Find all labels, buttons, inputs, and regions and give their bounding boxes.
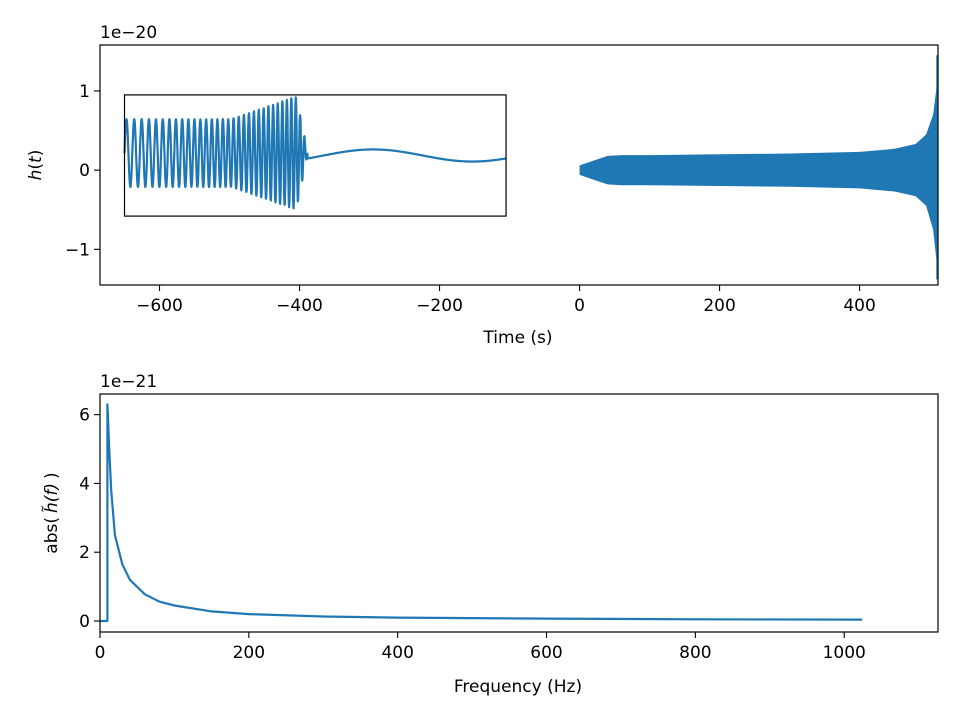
time-domain-series <box>579 55 939 280</box>
top-offset-label: 1e−20 <box>100 23 157 43</box>
top-y-tick-label: −1 <box>65 240 90 260</box>
top-x-tick-label: −600 <box>136 296 183 316</box>
top-y-label-arg: t <box>26 155 46 163</box>
bottom-y-axis-label: abs(h̃(f)) <box>41 472 62 553</box>
bottom-x-ticks: 0 200 400 600 800 1000 <box>95 632 866 663</box>
bottom-y-tick-label: 4 <box>79 474 90 494</box>
bottom-y-ticks: 0 2 4 6 <box>79 406 100 632</box>
top-y-tick-label: 1 <box>79 82 90 102</box>
bottom-x-axis-label: Frequency (Hz) <box>454 677 582 697</box>
top-y-ticks: −1 0 1 <box>65 82 100 260</box>
top-x-tick-label: −400 <box>276 296 323 316</box>
bottom-x-tick-label: 0 <box>95 643 106 663</box>
bottom-y-tick-label: 0 <box>79 612 90 632</box>
top-plot-frame <box>99 44 939 286</box>
top-x-tick-label: 200 <box>703 296 735 316</box>
bottom-x-tick-label: 400 <box>381 643 413 663</box>
bottom-x-tick-label: 200 <box>233 643 265 663</box>
top-x-tick-label: 400 <box>843 296 875 316</box>
bottom-x-tick-label: 1000 <box>823 643 866 663</box>
frequency-domain-plot: 1e−21 0 200 400 600 800 1000 0 2 4 6 Frequency (… <box>41 372 939 697</box>
top-x-tick-label: 0 <box>574 296 585 316</box>
bottom-offset-label: 1e−21 <box>100 372 157 392</box>
top-x-tick-label: −200 <box>416 296 463 316</box>
time-domain-plot: 1e−20 −600 −400 −200 0 200 400 −101 Time (s) … <box>26 23 939 348</box>
frequency-domain-series <box>100 403 863 623</box>
spectrum-line <box>100 403 863 623</box>
bottom-x-tick-label: 800 <box>679 643 711 663</box>
top-x-axis-label: Time (s) <box>482 328 552 348</box>
inset-zoom <box>123 94 507 217</box>
top-y-label-base: h <box>26 170 46 181</box>
top-y-axis-label: h(t) <box>26 150 46 181</box>
inset-frame <box>123 94 507 217</box>
bottom-y-tick-label: 6 <box>79 406 90 426</box>
bottom-y-tick-label: 2 <box>79 543 90 563</box>
bottom-x-tick-label: 600 <box>530 643 562 663</box>
top-x-ticks: −600 −400 −200 0 200 400 <box>136 285 876 316</box>
top-y-tick-label: 0 <box>79 161 90 181</box>
bottom-plot-frame <box>99 393 939 633</box>
inset-waveform <box>123 96 507 210</box>
strain-envelope <box>579 55 938 280</box>
